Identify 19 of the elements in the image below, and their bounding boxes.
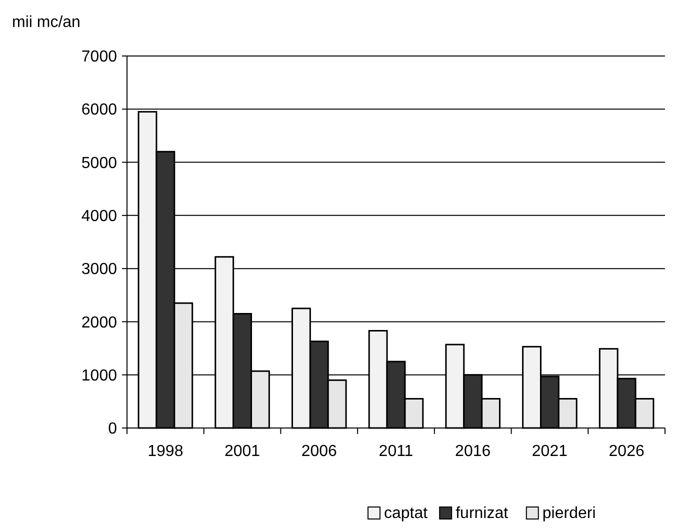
x-tick-label: 2006 [301,443,338,460]
y-tick-label: 0 [108,420,118,438]
x-tick-label: 2026 [608,443,644,460]
y-tick-label: 7000 [81,48,118,66]
x-tick-label: 1998 [148,443,184,460]
y-tick-label: 4000 [81,208,118,226]
x-tick-label: 2016 [455,443,491,460]
legend-label: pierderi [542,505,596,522]
legend-label: furnizat [456,505,509,522]
y-tick-label: 5000 [81,154,118,172]
y-tick-label: 6000 [81,102,118,119]
legend-label: captat [384,505,428,522]
x-tick-label: 2021 [532,443,568,460]
y-axis-title: mii mc/an [12,14,80,31]
y-tick-label: 1000 [81,367,118,384]
y-tick-label: 3000 [81,261,118,278]
y-tick-label: 2000 [81,314,118,332]
x-tick-label: 2011 [378,443,414,460]
x-tick-label: 2001 [224,443,260,460]
